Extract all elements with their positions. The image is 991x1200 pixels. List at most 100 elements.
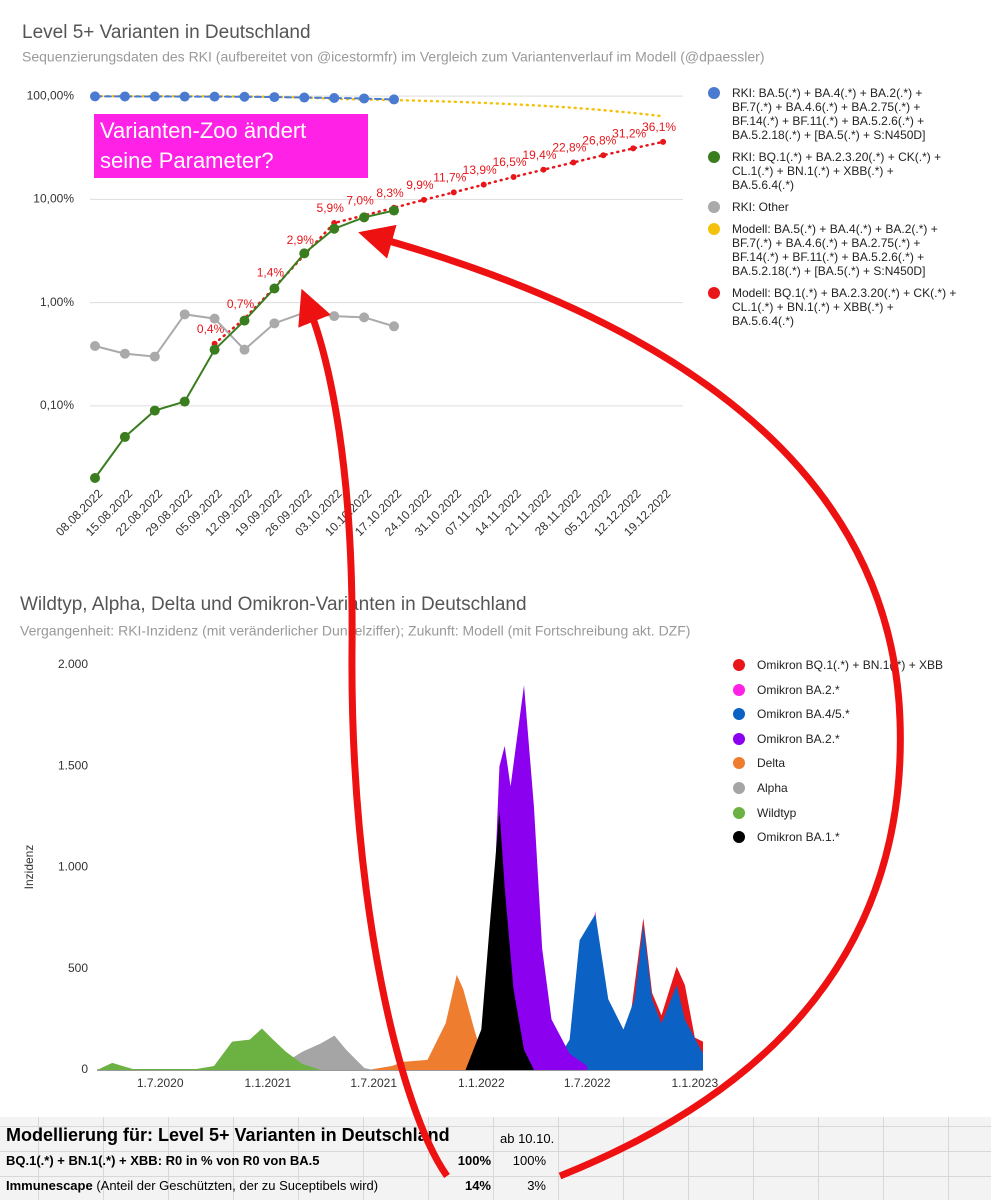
legend-swatch: [708, 223, 720, 235]
data-label: 7,0%: [346, 194, 374, 208]
legend-label: Omikron BA.4/5.*: [757, 707, 850, 722]
table-cell-text: (Anteil der Geschützten, der zu Suceptib…: [92, 1178, 379, 1193]
data-point: [90, 91, 100, 102]
legend-swatch: [708, 151, 720, 163]
data-point: [329, 223, 340, 234]
area: [97, 1028, 321, 1070]
data-point: [389, 321, 399, 332]
legend-swatch: [733, 732, 745, 745]
legend-item: Delta: [733, 756, 983, 770]
data-label: 0,4%: [197, 322, 225, 336]
data-point: [90, 341, 100, 352]
legend-label: Omikron BA.2.*: [757, 731, 840, 746]
legend-swatch: [708, 287, 720, 299]
series-line: [213, 140, 665, 345]
data-point: [119, 431, 130, 442]
data-label: 19,4%: [522, 148, 556, 162]
data-point: [239, 315, 250, 326]
data-point: [420, 196, 427, 203]
legend-label: Omikron BQ.1(.*) + BN.1(.*) + XBB: [757, 658, 944, 672]
data-point: [630, 145, 637, 152]
x-tick-label: 1.1.2021: [244, 1076, 291, 1090]
legend: Omikron BQ.1(.*) + BN.1(.*) + XBB Omikron…: [733, 658, 983, 855]
legend-item: RKI: BA.5(.*) + BA.4(.*) + BA.2(.*) + BF…: [708, 86, 958, 142]
x-tick-label: 1.1.2023: [671, 1076, 718, 1090]
data-point: [149, 91, 160, 102]
data-label: 16,5%: [493, 155, 527, 169]
y-tick-label: 10,00%: [33, 192, 74, 206]
legend-label: RKI: Other: [732, 200, 789, 214]
legend: RKI: BA.5(.*) + BA.4(.*) + BA.2(.*) + BF…: [708, 86, 958, 336]
chart-title: Level 5+ Varianten in Deutschland: [22, 22, 311, 43]
data-point: [149, 351, 160, 362]
data-point: [179, 91, 190, 102]
data-point: [480, 181, 487, 188]
data-label: 26,8%: [582, 133, 616, 147]
data-point: [299, 248, 310, 259]
legend-label: Omikron BA.2.*: [757, 682, 840, 697]
legend-swatch: [708, 87, 720, 99]
chart-subtitle: Vergangenheit: RKI-Inzidenz (mit verände…: [20, 623, 690, 639]
legend-item: RKI: Other: [708, 200, 958, 214]
data-point: [179, 396, 190, 407]
table-cell: 100%: [512, 1153, 546, 1168]
data-point: [450, 189, 457, 196]
y-tick-label: 0: [81, 1062, 88, 1076]
legend-label: RKI: BQ.1(.*) + BA.2.3.20(.*) + CK(.*) +…: [732, 150, 942, 192]
legend-label: Alpha: [757, 780, 788, 795]
data-point: [570, 159, 577, 166]
x-tick-label: 1.7.2020: [137, 1076, 184, 1090]
legend-item: Omikron BA.2.*: [733, 683, 983, 697]
data-label: 2,9%: [287, 233, 315, 247]
y-axis-label: Inzidenz: [22, 845, 36, 890]
data-point: [149, 405, 160, 416]
legend-item: Omikron BA.1.*: [733, 830, 983, 844]
legend-item: Modell: BQ.1(.*) + BA.2.3.20(.*) + CK(.*…: [708, 286, 958, 328]
legend-label: RKI: BA.5(.*) + BA.4(.*) + BA.2(.*) + BF…: [732, 86, 926, 142]
data-label: 0,7%: [227, 297, 255, 311]
table: Modellierung für: Level 5+ Varianten in …: [0, 1117, 991, 1200]
data-point: [389, 205, 399, 216]
table-cell: 100%: [457, 1153, 491, 1168]
data-point: [269, 92, 280, 103]
chart-title: Wildtyp, Alpha, Delta und Omikron-Varian…: [20, 594, 527, 615]
y-tick-label: 2.000: [58, 657, 88, 671]
data-point: [90, 473, 100, 483]
y-tick-label: 0,10%: [40, 398, 74, 412]
legend-swatch: [733, 781, 745, 794]
table-cell-bold: Immunescape: [6, 1178, 93, 1193]
data-label: 5,9%: [317, 201, 345, 215]
area: [373, 974, 487, 1070]
y-tick-label: 1,00%: [40, 295, 74, 309]
data-point: [359, 93, 370, 104]
y-tick-label: 500: [68, 961, 88, 975]
legend-swatch: [733, 683, 745, 696]
chart-subtitle: Sequenzierungsdaten des RKI (aufbereitet…: [22, 49, 765, 65]
data-label: 13,9%: [463, 163, 497, 177]
legend-label: Modell: BQ.1(.*) + BA.2.3.20(.*) + CK(.*…: [732, 286, 957, 328]
table-cell: Modellierung für: Level 5+ Varianten in …: [6, 1125, 450, 1145]
data-point: [660, 138, 667, 145]
data-point: [209, 313, 220, 324]
legend-label: Modell: BA.5(.*) + BA.4(.*) + BA.2(.*) +…: [732, 222, 938, 278]
legend-swatch: [733, 757, 745, 770]
table-cell: BQ.1(.*) + BN.1(.*) + XBB: R0 in % von R…: [6, 1153, 320, 1168]
y-tick-label: 1.500: [58, 758, 88, 772]
data-point: [269, 283, 280, 294]
legend-item: Omikron BA.4/5.*: [733, 707, 983, 721]
data-point: [329, 311, 340, 322]
legend-label: Omikron BA.1.*: [757, 830, 840, 845]
data-point: [239, 344, 250, 355]
data-point: [329, 93, 340, 104]
legend-swatch: [733, 806, 745, 819]
data-label: 11,7%: [433, 171, 466, 185]
x-tick-label: 1.7.2021: [350, 1076, 397, 1090]
data-point: [119, 348, 130, 359]
data-point: [209, 91, 220, 102]
legend-item: Modell: BA.5(.*) + BA.4(.*) + BA.2(.*) +…: [708, 222, 958, 278]
legend-item: Alpha: [733, 781, 983, 795]
legend-swatch: [733, 659, 745, 671]
data-label: 22,8%: [552, 141, 586, 155]
data-label: 36,1%: [642, 120, 676, 134]
